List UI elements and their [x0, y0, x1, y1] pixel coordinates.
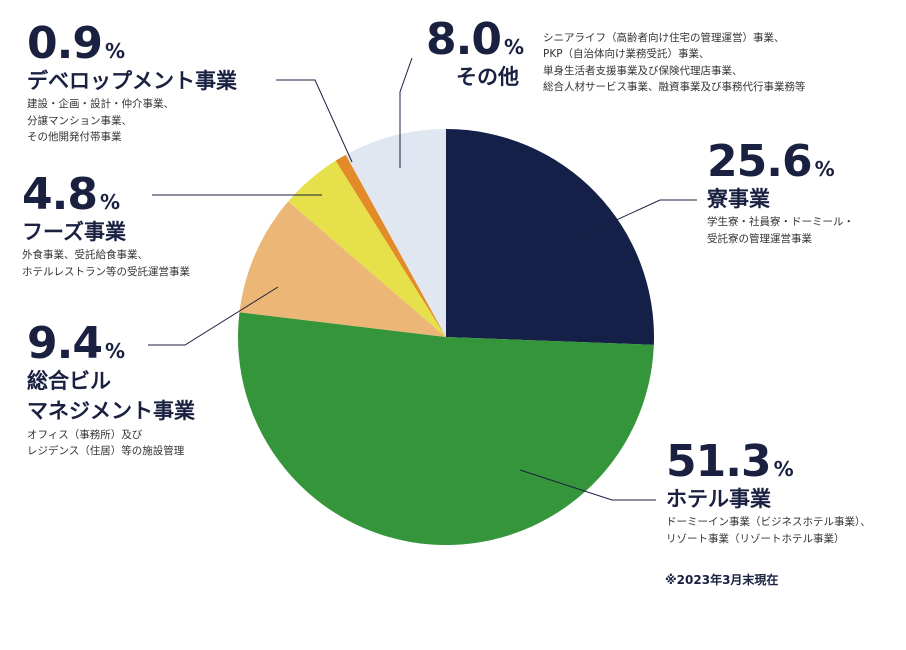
name-other: その他 — [456, 65, 519, 89]
percent-dev: 0.9% — [27, 18, 125, 69]
desc-dev: 建設・企画・設計・仲介事業、 分譲マンション事業、 その他開発付帯事業 — [27, 98, 174, 143]
leader-line-dev — [276, 79, 353, 163]
desc-building: オフィス（事務所）及び レジデンス（住居）等の施設管理 — [27, 428, 185, 458]
pie-slice-building — [239, 201, 446, 337]
percent-hotel: 51.3% — [666, 436, 794, 487]
footnote: ※2023年3月末現在 — [665, 573, 779, 587]
label-dev: 0.9% デベロップメント事業 建設・企画・設計・仲介事業、 分譲マンション事業… — [27, 22, 237, 145]
label-other: 8.0% その他 — [426, 18, 524, 92]
name-building: 総合ビル マネジメント事業 — [27, 369, 195, 424]
percent-foods: 4.8% — [22, 169, 120, 220]
name-ryo: 寮事業 — [707, 187, 770, 211]
pie-slice-foods — [288, 160, 446, 337]
label-ryo: 25.6% 寮事業 学生寮・社員寮・ドーミール・ 受託寮の管理運営事業 — [707, 140, 854, 247]
leader-line-hotel — [519, 469, 656, 501]
name-hotel: ホテル事業 — [666, 487, 771, 511]
leader-line-ryo — [563, 199, 697, 245]
desc-other: シニアライフ（高齢者向け住宅の管理運営）事業、 PKP（自治体向け業務受託）事業… — [543, 32, 806, 93]
name-foods: フーズ事業 — [22, 220, 126, 244]
pie-slice-dev — [335, 154, 446, 337]
percent-ryo: 25.6% — [707, 136, 835, 187]
pie-slice-ryo — [446, 129, 654, 345]
leader-line-building — [148, 286, 279, 346]
pie-slice-hotel — [237, 312, 654, 546]
percent-other: 8.0% — [426, 14, 524, 65]
pie-slice-other — [345, 129, 446, 337]
label-hotel: 51.3% ホテル事業 ドーミーイン事業（ビジネスホテル事業）、 リゾート事業（… — [666, 440, 871, 547]
percent-building: 9.4% — [27, 318, 125, 369]
label-foods: 4.8% フーズ事業 外食事業、受託給食事業、 ホテルレストラン等の受託運営事業 — [22, 173, 190, 280]
desc-foods: 外食事業、受託給食事業、 ホテルレストラン等の受託運営事業 — [22, 249, 190, 278]
leader-line-other — [399, 57, 413, 168]
label-building: 9.4% 総合ビル マネジメント事業 オフィス（事務所）及び レジデンス（住居）… — [27, 322, 195, 459]
name-dev: デベロップメント事業 — [27, 69, 237, 93]
desc-hotel: ドーミーイン事業（ビジネスホテル事業）、 リゾート事業（リゾートホテル事業） — [666, 516, 871, 545]
desc-ryo: 学生寮・社員寮・ドーミール・ 受託寮の管理運営事業 — [707, 216, 854, 245]
